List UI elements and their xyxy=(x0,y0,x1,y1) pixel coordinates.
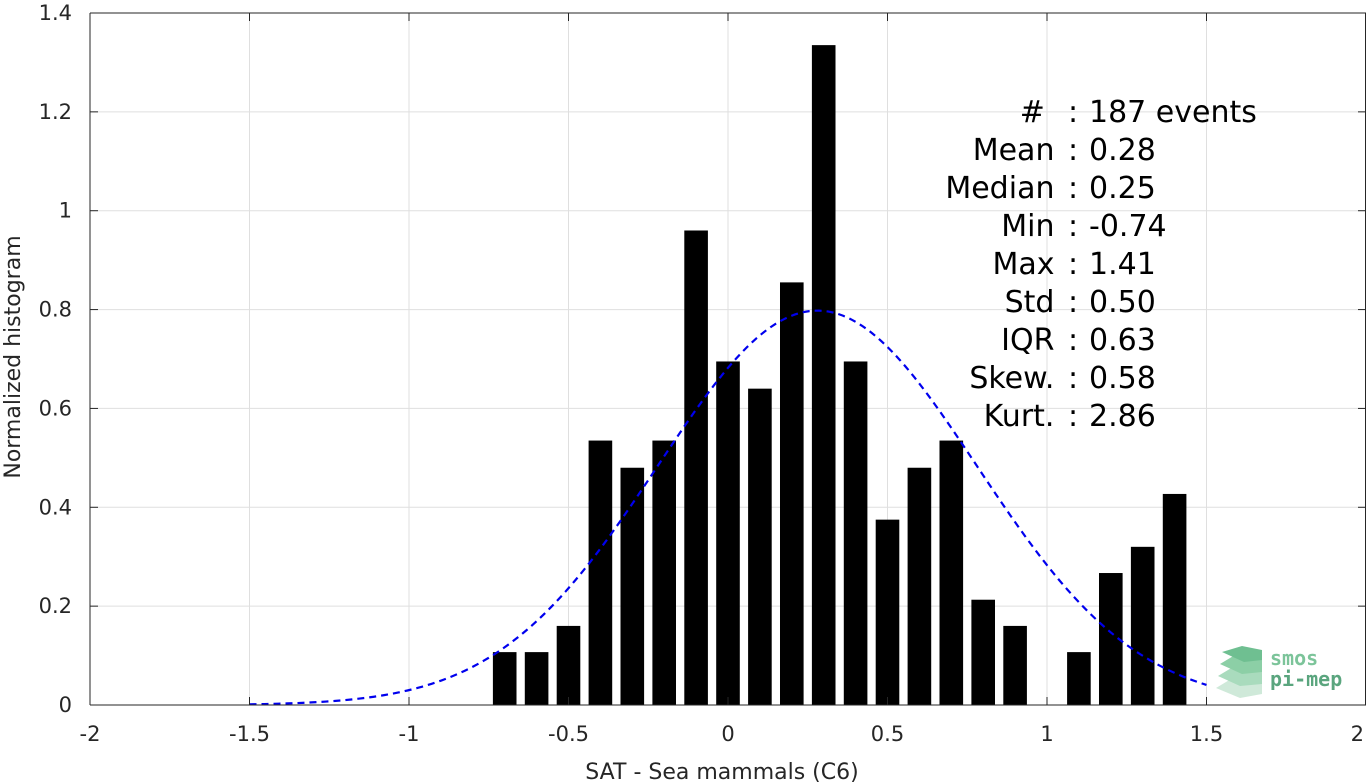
stat-separator: : xyxy=(1068,133,1078,168)
x-tick-label: 2 xyxy=(1351,722,1364,746)
histogram-bar xyxy=(1130,546,1155,705)
stat-separator: : xyxy=(1068,399,1078,434)
histogram-bar xyxy=(748,388,772,705)
y-tick-labels: 0 0.2 0.4 0.6 0.8 1 1.2 1.4 xyxy=(39,1,72,717)
x-tick-labels: -2 -1.5 -1 -0.5 0 0.5 1 1.5 2 xyxy=(80,722,1364,746)
histogram-bar xyxy=(971,599,996,705)
x-tick-label: -0.5 xyxy=(548,722,589,746)
x-tick-label: -1.5 xyxy=(229,722,270,746)
histogram-bar xyxy=(652,440,677,705)
stat-value: 0.28 xyxy=(1089,133,1156,168)
x-tick-label: -2 xyxy=(80,722,101,746)
histogram-bar xyxy=(1098,573,1123,705)
y-tick-label: 0.2 xyxy=(39,594,72,618)
x-tick-label: 0 xyxy=(721,722,734,746)
stat-label: Median xyxy=(945,171,1064,206)
histogram-bar xyxy=(620,467,645,705)
histogram-bar xyxy=(843,361,868,705)
stat-value: 0.25 xyxy=(1089,171,1156,206)
y-tick-label: 0.8 xyxy=(39,298,72,322)
logo-text-smos: smos xyxy=(1270,646,1318,670)
logo-layers-icon xyxy=(1216,646,1262,698)
stat-separator: : xyxy=(1068,247,1078,282)
histogram-bar xyxy=(524,652,549,705)
histogram-bar xyxy=(1003,625,1027,705)
normal-fit-curve xyxy=(249,309,1207,706)
stat-label: Skew. xyxy=(969,361,1064,396)
stat-value: 1.41 xyxy=(1089,247,1156,282)
stat-label: Kurt. xyxy=(984,399,1064,434)
histogram-bar xyxy=(556,625,581,705)
histogram-bar xyxy=(1162,493,1187,705)
stat-value: 0.63 xyxy=(1089,323,1156,358)
stat-label: Std xyxy=(1005,285,1064,320)
histogram-bar xyxy=(939,440,964,705)
y-tick-label: 0.4 xyxy=(39,495,72,519)
stat-label: Mean xyxy=(973,133,1064,168)
stat-separator: : xyxy=(1068,285,1078,320)
histogram-bar xyxy=(1067,652,1091,705)
logo-text-pi-mep: pi-mep xyxy=(1270,667,1342,691)
histogram-bar xyxy=(907,467,932,705)
x-tick-label: 0.5 xyxy=(871,722,904,746)
smos-pi-mep-logo: smos pi-mep xyxy=(1216,646,1342,698)
x-axis-label: SAT - Sea mammals (C6) xyxy=(585,760,858,784)
y-tick-label: 0.6 xyxy=(39,396,72,420)
stat-separator: : xyxy=(1068,171,1078,206)
stat-value: -0.74 xyxy=(1089,209,1167,244)
stat-label: # xyxy=(1020,95,1064,130)
stat-separator: : xyxy=(1068,323,1078,358)
histogram-bar xyxy=(779,282,804,705)
stat-label: Max xyxy=(992,247,1064,282)
x-tick-label: 1.5 xyxy=(1190,722,1223,746)
histogram-bar xyxy=(811,45,836,706)
stat-value: 2.86 xyxy=(1089,399,1156,434)
stat-value: 0.50 xyxy=(1089,285,1156,320)
stat-value: 0.58 xyxy=(1089,361,1156,396)
stat-label: IQR xyxy=(1001,323,1064,358)
y-tick-label: 0 xyxy=(59,693,72,717)
histogram-bars xyxy=(492,45,1187,706)
histogram-bar xyxy=(588,440,613,705)
x-tick-label: 1 xyxy=(1040,722,1053,746)
histogram-bar xyxy=(492,652,517,705)
x-tick-label: -1 xyxy=(399,722,420,746)
histogram-bar xyxy=(716,361,740,705)
y-tick-label: 1.4 xyxy=(39,1,72,25)
stat-separator: : xyxy=(1068,95,1078,130)
stat-label: Min xyxy=(1001,209,1064,244)
histogram-bar xyxy=(684,230,708,705)
y-tick-label: 1.2 xyxy=(39,100,72,124)
stat-separator: : xyxy=(1068,209,1078,244)
stat-separator: : xyxy=(1068,361,1078,396)
y-tick-label: 1 xyxy=(59,199,72,223)
histogram-bar xyxy=(875,519,900,705)
stat-value: 187 events xyxy=(1089,95,1257,130)
y-axis-label: Normalized histogram xyxy=(1,235,26,478)
